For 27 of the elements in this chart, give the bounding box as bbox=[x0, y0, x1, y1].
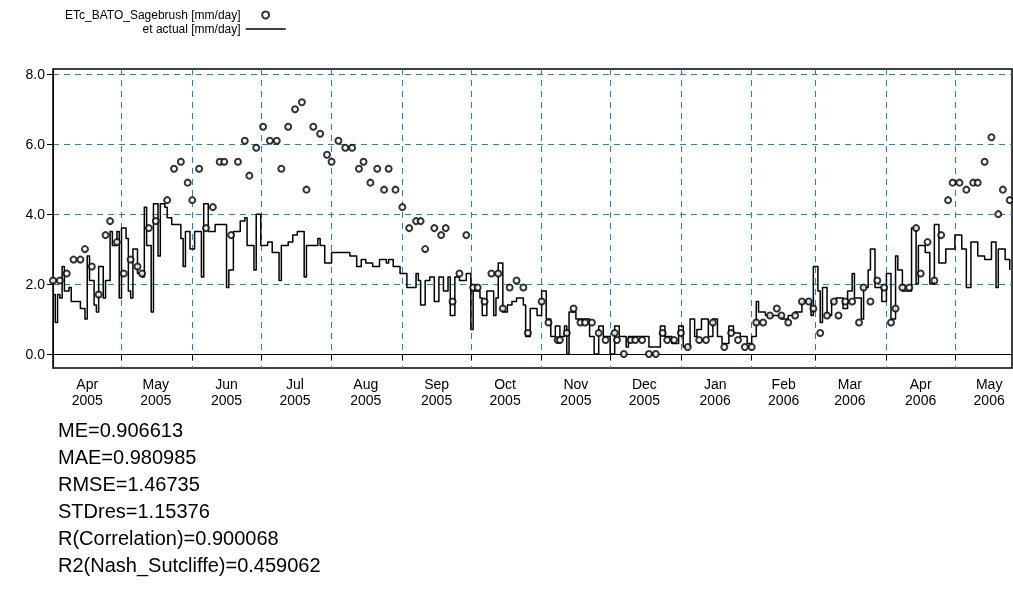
legend-label: et actual [mm/day] bbox=[142, 22, 241, 36]
x-tick-label: Jan 2006 bbox=[699, 376, 731, 408]
x-tick-label: Oct 2005 bbox=[489, 376, 521, 408]
x-tick-label: Apr 2006 bbox=[905, 376, 937, 408]
x-tick-label: Nov 2005 bbox=[560, 376, 592, 408]
text: R(Correlation)=0.900068 bbox=[58, 527, 279, 549]
y-tick-label: 0.0 bbox=[25, 346, 46, 363]
text: STDres=1.15376 bbox=[58, 500, 210, 522]
x-tick-label: Aug 2005 bbox=[350, 376, 382, 408]
y-tick-label: 6.0 bbox=[25, 136, 46, 153]
x-tick-label: Jul 2005 bbox=[279, 376, 311, 408]
text: MAE=0.980985 bbox=[58, 446, 197, 468]
x-tick-label: Sep 2005 bbox=[421, 376, 453, 408]
text: RMSE=1.46735 bbox=[58, 473, 200, 495]
x-tick-label: Apr 2005 bbox=[71, 376, 104, 408]
y-tick-label: 8.0 bbox=[25, 66, 46, 83]
y-tick-label: 4.0 bbox=[25, 206, 46, 223]
x-tick-label: May 2005 bbox=[140, 376, 172, 408]
legend-label: ETc_BATO_Sagebrush [mm/day] bbox=[64, 8, 241, 22]
x-tick-label: Jun 2005 bbox=[210, 376, 243, 408]
x-tick-label: Dec 2005 bbox=[628, 376, 661, 408]
x-tick-label: May 2006 bbox=[973, 376, 1005, 408]
x-tick-label: Mar 2006 bbox=[834, 376, 866, 408]
text: ME=0.906613 bbox=[58, 419, 184, 441]
y-tick-label: 2.0 bbox=[25, 276, 46, 293]
x-tick-label: Feb 2006 bbox=[768, 376, 800, 408]
text: R2(Nash_Sutcliffe)=0.459062 bbox=[58, 554, 321, 577]
